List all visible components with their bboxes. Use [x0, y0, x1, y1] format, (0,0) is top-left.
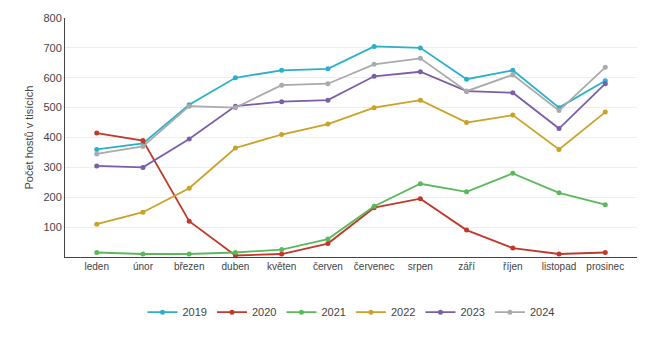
svg-text:2022: 2022 [391, 306, 415, 318]
svg-text:listopad: listopad [542, 261, 576, 272]
svg-text:600: 600 [43, 72, 61, 84]
svg-text:červenec: červenec [354, 261, 395, 272]
svg-text:březen: březen [174, 261, 205, 272]
svg-text:leden: leden [84, 261, 108, 272]
svg-text:prosinec: prosinec [586, 261, 624, 272]
svg-text:100: 100 [43, 221, 61, 233]
svg-text:květen: květen [267, 261, 296, 272]
svg-text:2024: 2024 [530, 306, 554, 318]
svg-text:200: 200 [43, 191, 61, 203]
svg-text:srpen: srpen [408, 261, 433, 272]
svg-text:2020: 2020 [252, 306, 276, 318]
svg-text:říjen: říjen [503, 261, 522, 272]
svg-text:400: 400 [43, 131, 61, 143]
svg-text:300: 300 [43, 161, 61, 173]
svg-text:duben: duben [222, 261, 250, 272]
svg-text:700: 700 [43, 42, 61, 54]
svg-text:800: 800 [43, 12, 61, 24]
svg-text:září: září [458, 261, 475, 272]
svg-text:500: 500 [43, 101, 61, 113]
svg-text:2021: 2021 [321, 306, 345, 318]
svg-text:červen: červen [313, 261, 343, 272]
svg-text:únor: únor [133, 261, 154, 272]
svg-text:2019: 2019 [183, 306, 207, 318]
svg-text:Počet hostů v tisících: Počet hostů v tisících [23, 86, 35, 190]
svg-text:2023: 2023 [460, 306, 484, 318]
